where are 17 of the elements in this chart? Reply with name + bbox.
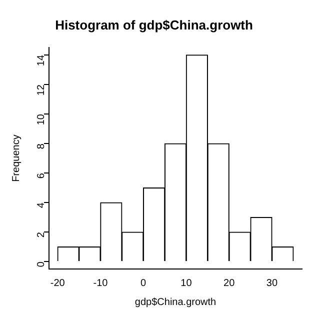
x-tick-label: 10 <box>180 278 192 289</box>
chart-title: Histogram of gdp$China.growth <box>55 17 253 32</box>
x-tick-label: -10 <box>93 278 108 289</box>
y-tick-label: 12 <box>36 84 47 96</box>
x-tick-label: 20 <box>224 278 236 289</box>
y-tick-label: 0 <box>36 261 47 268</box>
x-tick-label: 0 <box>140 278 147 289</box>
y-tick-label: 14 <box>36 54 47 66</box>
y-tick-label: 8 <box>36 143 47 150</box>
x-tick-label: 30 <box>266 278 278 289</box>
x-axis-title: gdp$China.growth <box>134 296 216 308</box>
y-axis-title: Frequency <box>10 134 22 182</box>
y-tick-label: 10 <box>36 114 47 126</box>
y-tick-label: 4 <box>36 202 47 208</box>
x-tick-label: -20 <box>50 278 66 289</box>
y-tick-label: 6 <box>36 172 47 179</box>
y-tick-label: 2 <box>36 232 47 238</box>
